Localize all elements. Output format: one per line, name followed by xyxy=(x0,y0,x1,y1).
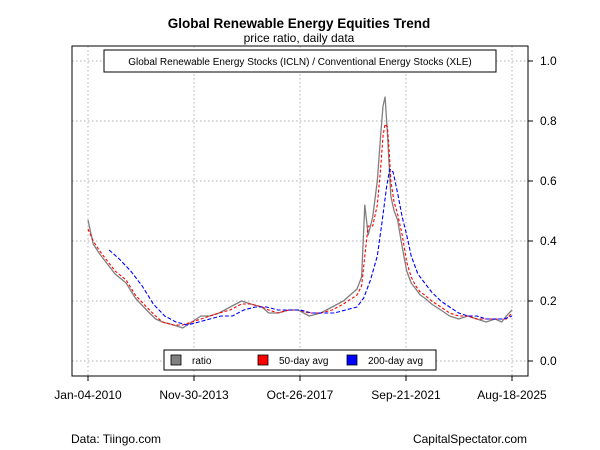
y-tick-label: 0.0 xyxy=(540,354,557,368)
footer-source: Data: Tiingo.com xyxy=(71,432,162,446)
x-tick-label: Sep-21-2021 xyxy=(371,388,441,402)
legend-label: 50-day avg xyxy=(279,356,328,367)
annotation-text: Global Renewable Energy Stocks (ICLN) / … xyxy=(128,57,472,68)
y-tick-label: 0.6 xyxy=(540,174,557,188)
axes: Jan-04-2010 Nov-30-2013 Oct-26-2017 Sep-21-… xyxy=(54,54,557,402)
legend: ratio 50-day avg 200-day avg xyxy=(163,349,437,371)
legend-label: 200-day avg xyxy=(368,356,423,367)
grid-lines xyxy=(72,46,528,376)
legend-box xyxy=(163,349,437,371)
chart-subtitle: price ratio, daily data xyxy=(244,31,355,45)
legend-label: ratio xyxy=(192,356,212,367)
annotation-box xyxy=(103,49,497,73)
legend-swatch xyxy=(346,354,358,366)
legend-swatch xyxy=(170,354,182,366)
footer-credit: CapitalSpectator.com xyxy=(412,432,527,446)
x-tick-label: Jan-04-2010 xyxy=(54,388,122,402)
x-tick-label: Aug-18-2025 xyxy=(477,388,547,402)
x-tick-label: Oct-26-2017 xyxy=(267,388,334,402)
series-line-50-day-avg xyxy=(87,123,513,326)
y-tick-label: 0.4 xyxy=(540,234,557,248)
y-tick-label: 0.8 xyxy=(540,114,557,128)
chart-title: Global Renewable Energy Equities Trend xyxy=(168,16,431,31)
series-line-ratio xyxy=(87,96,513,329)
x-tick-label: Nov-30-2013 xyxy=(159,388,229,402)
series-line-200-day-avg xyxy=(108,168,513,326)
legend-swatch xyxy=(257,354,269,366)
series-layer xyxy=(87,96,513,329)
y-tick-label: 1.0 xyxy=(540,54,557,68)
y-tick-label: 0.2 xyxy=(540,294,557,308)
